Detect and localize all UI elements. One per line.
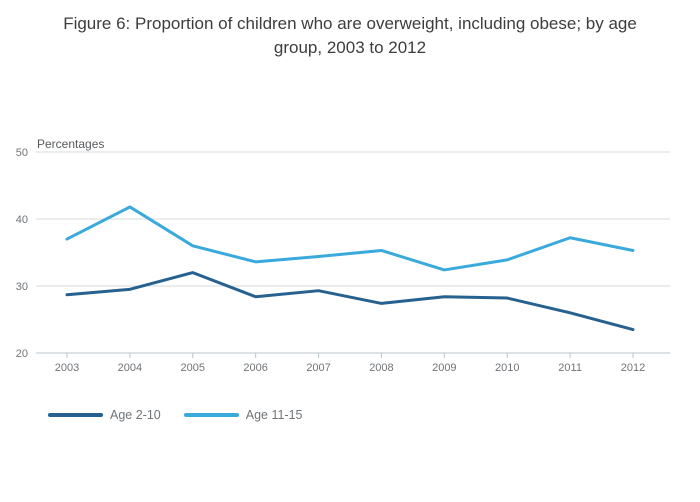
x-tick-label: 2003 xyxy=(55,362,79,374)
x-tick-label: 2010 xyxy=(495,362,519,374)
x-tick-label: 2007 xyxy=(306,362,330,374)
series-line-age-2-10 xyxy=(65,271,635,332)
y-tick-label: 30 xyxy=(16,281,28,293)
legend-item-age-11-15: Age 11-15 xyxy=(183,408,303,422)
legend-swatch-age-11-15 xyxy=(183,413,239,417)
chart-title-text: Figure 6: Proportion of children who are… xyxy=(63,14,637,57)
x-tick-label: 2004 xyxy=(118,362,142,374)
x-tick-label: 2005 xyxy=(181,362,205,374)
series-layer xyxy=(65,205,635,332)
y-tick-label: 20 xyxy=(16,348,28,360)
y-axis-title: Percentages xyxy=(37,137,104,151)
legend-swatch-age-2-10 xyxy=(48,413,103,417)
x-tick-label: 2008 xyxy=(369,362,393,374)
legend-label-age-11-15: Age 11-15 xyxy=(245,408,303,422)
series-line-age-11-15 xyxy=(65,205,635,272)
y-tick-label: 50 xyxy=(16,147,28,159)
legend-item-age-2-10: Age 2-10 xyxy=(48,408,161,422)
chart-title: Figure 6: Proportion of children who are… xyxy=(0,12,700,60)
x-tick-label: 2009 xyxy=(432,362,456,374)
legend: Age 2-10 Age 11-15 xyxy=(48,408,303,422)
axis-layer: 50 40 30 20 2003 2004 2005 2006 2007 2008 2009 2010… xyxy=(16,147,645,374)
x-tick-label: 2011 xyxy=(558,362,582,374)
y-tick-label: 40 xyxy=(16,214,28,226)
x-tick-label: 2012 xyxy=(621,362,645,374)
legend-label-age-2-10: Age 2-10 xyxy=(110,408,161,422)
x-tick-label: 2006 xyxy=(243,362,267,374)
